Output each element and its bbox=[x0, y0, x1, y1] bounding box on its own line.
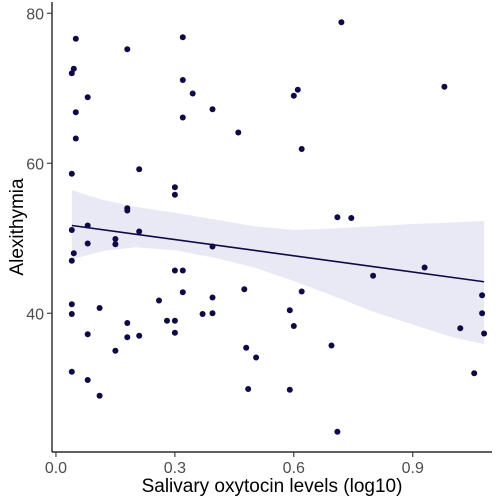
data-point bbox=[171, 267, 178, 274]
data-point bbox=[209, 310, 216, 317]
data-point bbox=[290, 92, 297, 99]
data-point bbox=[136, 166, 143, 173]
data-point bbox=[253, 354, 260, 361]
data-point bbox=[156, 297, 162, 304]
data-point bbox=[96, 392, 103, 399]
data-point bbox=[84, 94, 91, 101]
data-point bbox=[136, 228, 143, 235]
data-point bbox=[286, 386, 293, 393]
ticks-layer: 0.0 0.3 0.6 0.9 40 60 80 bbox=[26, 6, 424, 477]
confidence-band bbox=[71, 190, 485, 344]
data-point bbox=[179, 267, 186, 274]
data-point bbox=[334, 214, 341, 221]
x-tick-label: 0.0 bbox=[45, 460, 67, 477]
data-point bbox=[112, 347, 119, 354]
data-point bbox=[209, 294, 216, 301]
data-point bbox=[457, 325, 464, 332]
data-point bbox=[164, 317, 170, 324]
y-axis-title: Alexithymia bbox=[7, 178, 28, 276]
data-point bbox=[124, 320, 131, 326]
data-point bbox=[235, 129, 242, 136]
data-point bbox=[84, 377, 91, 383]
data-point bbox=[68, 227, 75, 233]
data-point bbox=[84, 240, 91, 247]
data-point bbox=[70, 250, 77, 257]
data-point bbox=[179, 289, 186, 296]
data-point bbox=[189, 90, 196, 97]
data-point bbox=[72, 135, 79, 142]
data-point bbox=[179, 114, 186, 121]
confidence-band-layer bbox=[71, 190, 485, 344]
data-point bbox=[72, 35, 79, 42]
y-tick-label: 80 bbox=[26, 6, 44, 23]
data-point bbox=[68, 170, 75, 177]
data-point bbox=[481, 330, 488, 337]
data-point bbox=[124, 46, 131, 53]
data-point bbox=[72, 109, 79, 116]
x-axis-title: Salivary oxytocin levels (log10) bbox=[142, 476, 403, 497]
data-point bbox=[241, 286, 248, 293]
data-point bbox=[479, 292, 486, 299]
data-point bbox=[68, 70, 75, 77]
data-point bbox=[421, 264, 428, 271]
data-points-layer bbox=[68, 19, 488, 435]
data-point bbox=[171, 191, 178, 198]
data-point bbox=[70, 65, 77, 72]
data-point bbox=[286, 307, 293, 314]
data-point bbox=[334, 428, 341, 435]
data-point bbox=[84, 222, 91, 229]
data-point bbox=[179, 77, 186, 83]
data-point bbox=[68, 311, 75, 317]
data-point bbox=[243, 344, 250, 351]
data-point bbox=[370, 272, 377, 279]
y-tick-label: 60 bbox=[26, 156, 44, 173]
data-point bbox=[441, 83, 448, 90]
data-point bbox=[179, 34, 186, 41]
data-point bbox=[199, 311, 206, 317]
regression-line bbox=[71, 224, 485, 283]
data-point bbox=[171, 329, 178, 336]
data-point bbox=[171, 317, 178, 324]
data-point bbox=[338, 19, 345, 26]
data-point bbox=[479, 310, 486, 317]
x-tick-label: 0.3 bbox=[164, 460, 186, 477]
data-point bbox=[124, 334, 131, 341]
data-point bbox=[328, 342, 335, 349]
data-point bbox=[84, 331, 91, 338]
data-point bbox=[112, 236, 119, 242]
data-point bbox=[294, 86, 301, 93]
data-point bbox=[290, 323, 297, 329]
axes-layer bbox=[51, 2, 492, 453]
data-point bbox=[209, 243, 216, 250]
data-point bbox=[245, 386, 252, 392]
data-point bbox=[68, 301, 75, 308]
data-point bbox=[124, 207, 131, 214]
data-point bbox=[209, 106, 216, 113]
data-point bbox=[348, 215, 355, 221]
data-point bbox=[96, 305, 103, 311]
data-point bbox=[471, 370, 478, 377]
x-tick-label: 0.9 bbox=[402, 460, 424, 477]
y-tick-label: 40 bbox=[26, 306, 44, 323]
trend-line-layer bbox=[71, 224, 485, 283]
x-tick-label: 0.6 bbox=[283, 460, 305, 477]
data-point bbox=[112, 241, 119, 248]
data-point bbox=[298, 288, 305, 295]
data-point bbox=[136, 332, 143, 339]
data-point bbox=[68, 257, 75, 264]
data-point bbox=[68, 368, 75, 375]
data-point bbox=[298, 146, 305, 152]
data-point bbox=[171, 184, 178, 191]
